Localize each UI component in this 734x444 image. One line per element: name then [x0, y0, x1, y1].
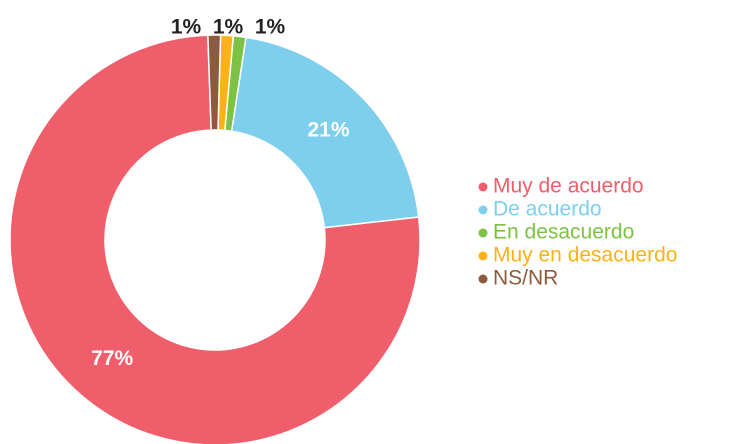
legend-label: NS/NR — [493, 267, 558, 290]
value-label: 1% — [213, 16, 244, 39]
donut-slice — [9, 34, 421, 444]
legend-label: Muy de acuerdo — [493, 175, 644, 198]
value-label: 21% — [308, 118, 350, 141]
value-label: 1% — [255, 16, 286, 39]
donut-slice — [207, 34, 222, 131]
legend-marker — [478, 228, 488, 238]
legend-label: De acuerdo — [493, 198, 602, 221]
legend-label: Muy en desacuerdo — [493, 244, 677, 267]
value-label: 77% — [91, 347, 133, 370]
value-label: 1% — [171, 16, 202, 39]
legend-marker — [478, 182, 488, 192]
legend-marker — [478, 205, 488, 215]
donut-slice — [230, 36, 420, 229]
legend-label: En desacuerdo — [493, 221, 634, 244]
legend-marker — [478, 251, 488, 261]
legend-marker — [478, 274, 488, 284]
